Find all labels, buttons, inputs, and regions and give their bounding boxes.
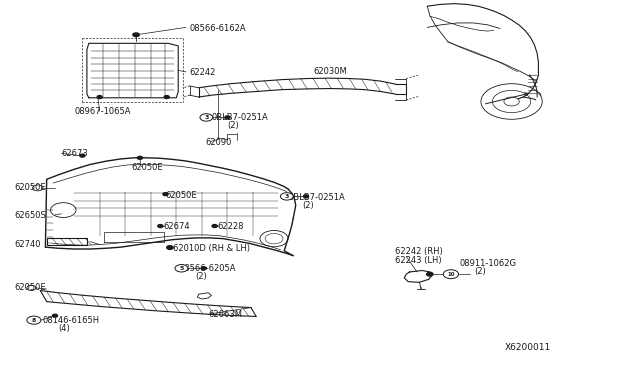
- Text: 62242: 62242: [189, 68, 216, 77]
- Text: 5: 5: [179, 266, 184, 271]
- Text: 0BLB7-0251A: 0BLB7-0251A: [288, 193, 345, 202]
- Circle shape: [27, 285, 36, 291]
- Circle shape: [27, 316, 41, 324]
- Circle shape: [175, 264, 188, 272]
- Text: 62242 (RH): 62242 (RH): [396, 247, 443, 256]
- Text: 8: 8: [32, 318, 36, 323]
- Text: 62243 (LH): 62243 (LH): [396, 256, 442, 264]
- Text: (2): (2): [227, 122, 239, 131]
- Text: 62228: 62228: [218, 222, 244, 231]
- Text: 08146-6165H: 08146-6165H: [42, 316, 99, 325]
- Circle shape: [280, 193, 293, 200]
- Text: 62030M: 62030M: [314, 67, 348, 76]
- Circle shape: [427, 272, 433, 276]
- Text: 3: 3: [204, 115, 209, 120]
- Text: (2): (2): [302, 201, 314, 210]
- Text: 3: 3: [285, 194, 289, 199]
- Text: 62650S: 62650S: [15, 211, 47, 220]
- Text: 62050E: 62050E: [132, 163, 163, 172]
- Text: (4): (4): [58, 324, 70, 333]
- Circle shape: [212, 225, 217, 228]
- Circle shape: [225, 116, 230, 119]
- Circle shape: [260, 231, 288, 247]
- Text: 10: 10: [447, 272, 454, 277]
- Text: 62050E: 62050E: [15, 283, 46, 292]
- Text: 0BLB7-0251A: 0BLB7-0251A: [211, 113, 268, 122]
- Circle shape: [200, 114, 212, 121]
- Circle shape: [51, 203, 76, 218]
- Text: 62050E: 62050E: [166, 191, 197, 200]
- Circle shape: [164, 96, 170, 99]
- Text: X6200011: X6200011: [505, 343, 552, 352]
- Circle shape: [163, 193, 168, 196]
- Circle shape: [167, 246, 173, 249]
- Text: 62673: 62673: [61, 149, 88, 158]
- Circle shape: [158, 225, 163, 228]
- Text: 62090: 62090: [205, 138, 232, 147]
- Circle shape: [133, 33, 140, 37]
- Text: 08566-6162A: 08566-6162A: [189, 24, 246, 33]
- Circle shape: [80, 154, 85, 157]
- Text: 62010D (RH & LH): 62010D (RH & LH): [173, 244, 250, 253]
- Circle shape: [504, 97, 519, 106]
- Text: (2): (2): [474, 267, 486, 276]
- Circle shape: [492, 90, 531, 113]
- Text: (2): (2): [195, 272, 207, 281]
- Circle shape: [481, 84, 542, 119]
- Text: 62663M: 62663M: [208, 311, 243, 320]
- Text: 62740: 62740: [15, 240, 41, 249]
- Circle shape: [303, 195, 308, 198]
- Circle shape: [265, 234, 283, 244]
- Text: 62050E: 62050E: [15, 183, 46, 192]
- Circle shape: [528, 92, 541, 99]
- Text: 62674: 62674: [164, 222, 190, 231]
- Circle shape: [201, 267, 206, 270]
- Circle shape: [33, 185, 43, 191]
- Circle shape: [52, 314, 58, 317]
- Text: 08967-1065A: 08967-1065A: [74, 108, 131, 116]
- Circle shape: [97, 96, 102, 99]
- Text: 08566-6205A: 08566-6205A: [179, 264, 236, 273]
- Circle shape: [444, 270, 459, 279]
- Text: 08911-1062G: 08911-1062G: [460, 259, 516, 267]
- Circle shape: [138, 156, 143, 159]
